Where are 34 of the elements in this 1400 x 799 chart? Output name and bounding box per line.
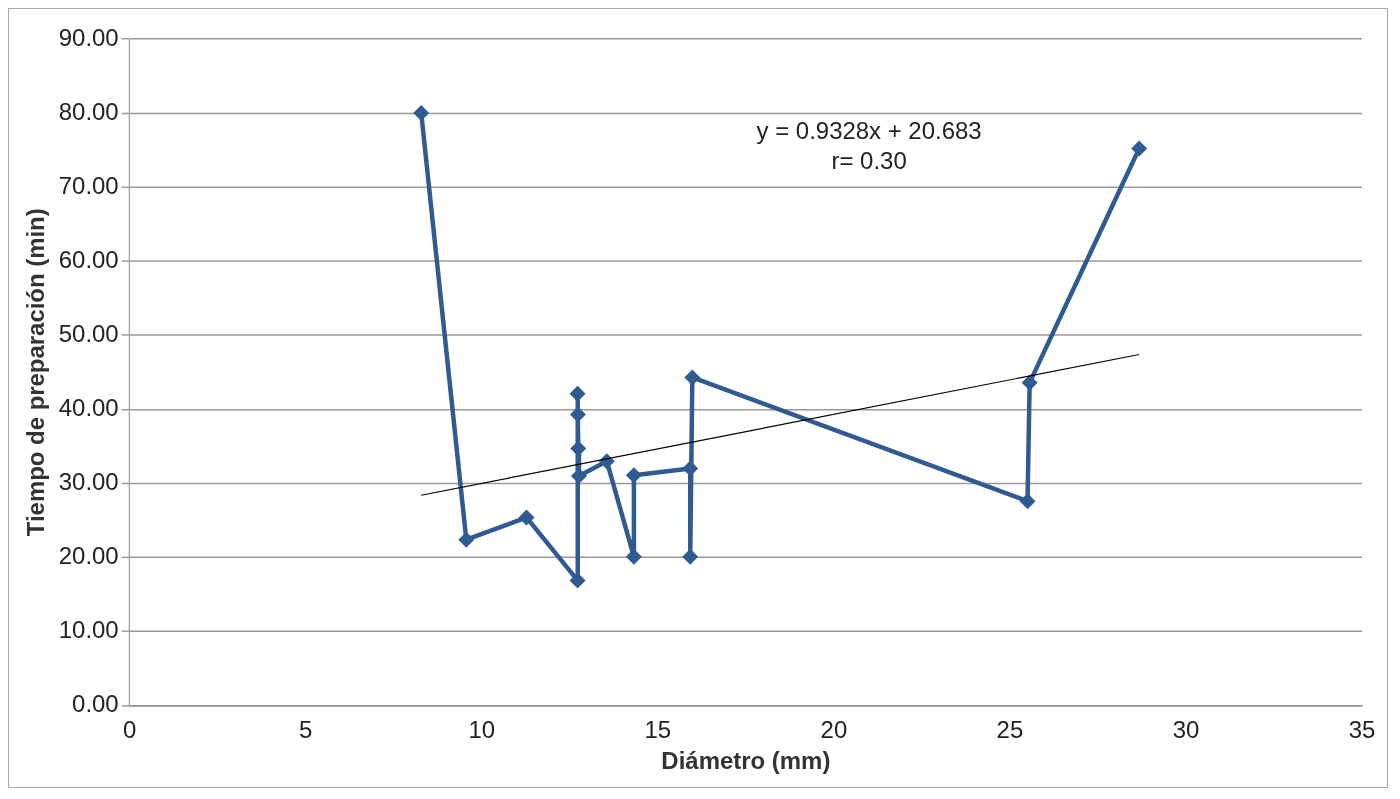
annotation: y = 0.9328x + 20.683 xyxy=(756,116,982,144)
point xyxy=(458,531,475,548)
y-tick-label: 20.00 xyxy=(58,542,119,570)
point xyxy=(569,406,586,423)
y-tick-label: 60.00 xyxy=(58,245,119,273)
annotation: r= 0.30 xyxy=(831,146,907,174)
y-tick-label: 50.00 xyxy=(58,319,119,347)
point xyxy=(684,369,701,386)
y-tick-label: 80.00 xyxy=(58,97,119,125)
point xyxy=(682,460,699,477)
x-tick-label: 10 xyxy=(468,715,496,743)
point xyxy=(625,467,642,484)
x-tick-label: 20 xyxy=(820,715,848,743)
y-tick-label: 90.00 xyxy=(58,23,119,51)
x-tick-label: 35 xyxy=(1348,715,1376,743)
y-tick-label: 0.00 xyxy=(72,690,119,718)
point xyxy=(1019,493,1036,510)
x-tick-label: 30 xyxy=(1172,715,1200,743)
point xyxy=(1021,374,1038,391)
x-tick-label: 0 xyxy=(123,715,137,743)
point xyxy=(569,385,586,402)
point xyxy=(518,509,535,526)
x-tick-label: 15 xyxy=(644,715,672,743)
x-tick-label: 5 xyxy=(299,715,313,743)
y-tick-label: 30.00 xyxy=(58,468,119,495)
y-axis-title: Tiempo de preparación (min) xyxy=(21,208,49,537)
x-axis-title: Diámetro (mm) xyxy=(661,747,831,775)
y-tick-label: 70.00 xyxy=(58,171,119,199)
point xyxy=(413,105,430,121)
y-tick-label: 40.00 xyxy=(58,393,119,421)
point xyxy=(1131,140,1148,157)
y-tick-label: 10.00 xyxy=(58,616,119,644)
point xyxy=(682,548,699,565)
x-tick-label: 25 xyxy=(996,715,1024,743)
